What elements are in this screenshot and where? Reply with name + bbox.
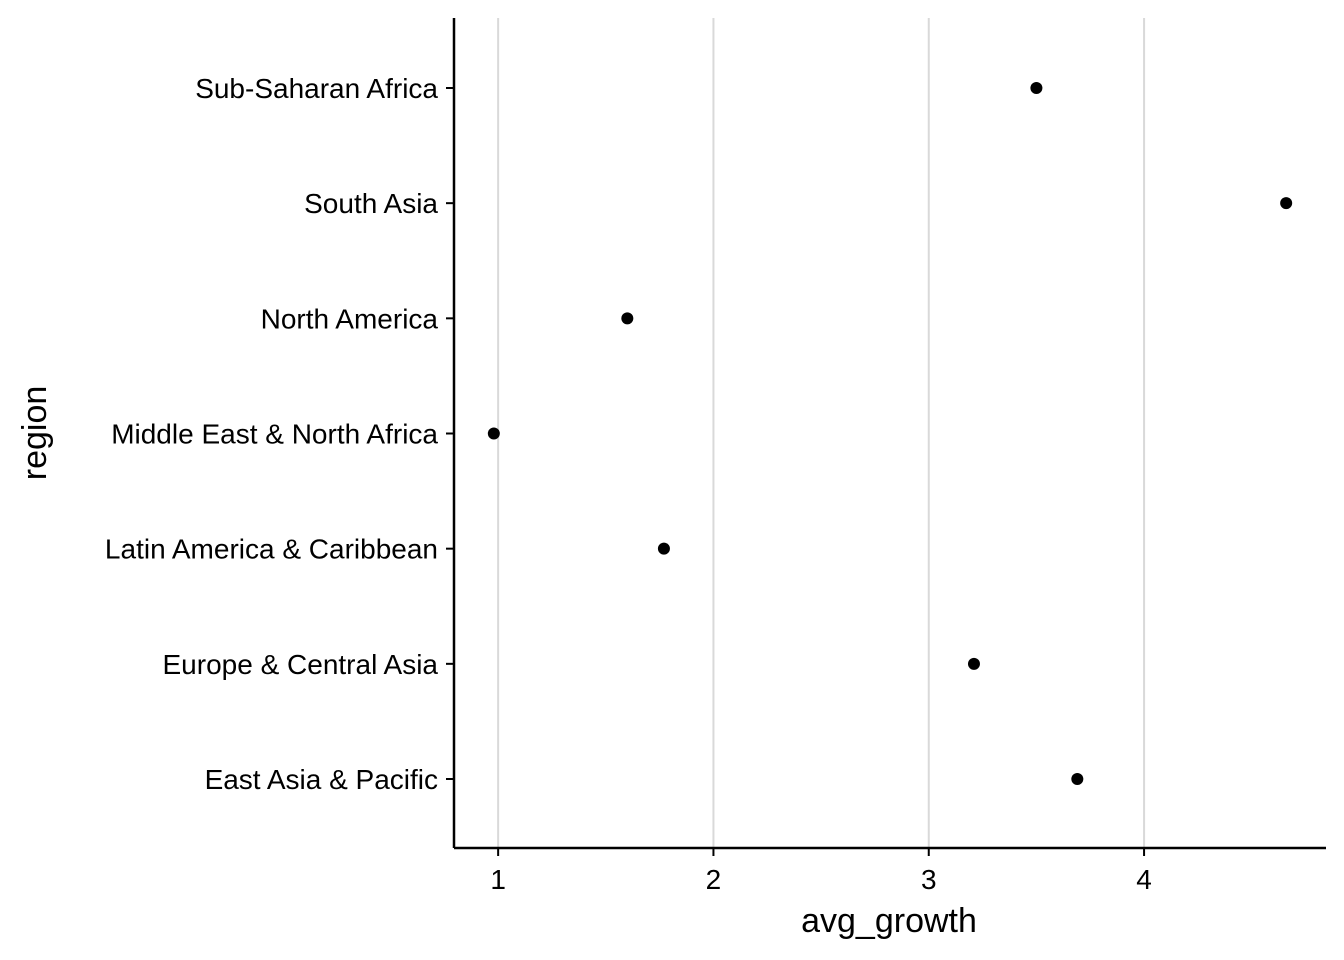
data-point <box>487 427 500 440</box>
y-tick-label: Latin America & Caribbean <box>105 534 438 565</box>
x-tick-label: 1 <box>490 864 506 895</box>
data-point <box>967 657 980 670</box>
y-tick-label: North America <box>261 303 439 334</box>
y-tick-label: Middle East & North Africa <box>111 419 438 450</box>
data-point <box>657 542 670 555</box>
data-point <box>621 312 634 325</box>
y-tick-label: Europe & Central Asia <box>163 649 439 680</box>
x-tick-label: 4 <box>1136 864 1152 895</box>
y-axis-title: region <box>16 386 54 481</box>
x-tick-label: 3 <box>921 864 937 895</box>
y-tick-label: East Asia & Pacific <box>205 764 438 795</box>
x-axis-title: avg_growth <box>801 902 977 940</box>
y-tick-label: Sub-Saharan Africa <box>195 73 438 104</box>
data-points <box>487 82 1293 785</box>
data-point <box>1071 773 1084 785</box>
data-point <box>1030 82 1043 94</box>
y-axis: East Asia & Pacific Europe & Central Asia… <box>105 18 456 848</box>
x-axis: 1 2 3 4 <box>454 846 1326 895</box>
y-tick-label: South Asia <box>304 188 438 219</box>
x-tick-label: 2 <box>706 864 722 895</box>
data-point <box>1280 197 1293 210</box>
